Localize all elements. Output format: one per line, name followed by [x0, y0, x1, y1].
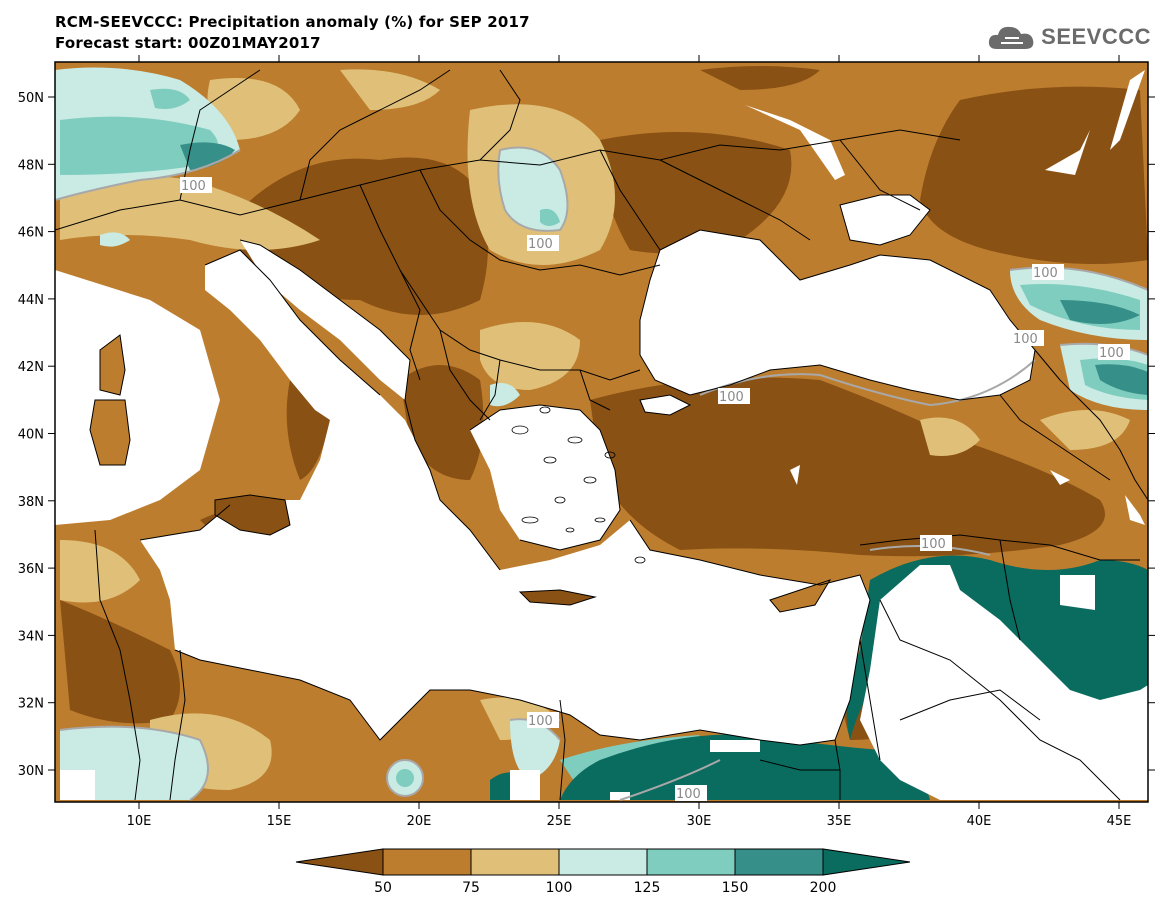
- country-borders: [55, 69, 1148, 801]
- colorbar-label: 200: [810, 880, 837, 896]
- colorbar-segment: [382, 848, 472, 876]
- islands: [90, 335, 830, 612]
- lon-label: 10E: [127, 814, 152, 829]
- longitude-axis: 10E 15E 20E 25E 30E 35E 40E 45E: [127, 55, 1132, 829]
- contour-label: 100: [1013, 332, 1038, 347]
- masked-areas: [60, 70, 1148, 800]
- colorbar-label: 100: [546, 880, 573, 896]
- seevccc-logo: SEEVCCC: [987, 22, 1151, 52]
- lat-label: 44N: [18, 293, 44, 308]
- cloud-icon: [989, 26, 1034, 49]
- lat-label: 46N: [18, 226, 44, 241]
- contour-label: 100: [1033, 266, 1058, 281]
- lat-label: 42N: [18, 360, 44, 375]
- colorbar-arrow-right: [822, 848, 911, 876]
- lat-label: 32N: [18, 697, 44, 712]
- contour-label: 100: [719, 390, 744, 405]
- lat-label: 50N: [18, 91, 44, 106]
- coastlines: [89, 194, 1036, 746]
- colorbar-label: 50: [374, 880, 392, 896]
- lon-label: 45E: [1107, 814, 1132, 829]
- latitude-axis: 50N 48N 46N 44N 42N 40N 38N 36N 34N 32N 30N: [18, 91, 1155, 779]
- colorbar-label: 125: [634, 880, 661, 896]
- lon-label: 30E: [687, 814, 712, 829]
- lon-label: 20E: [407, 814, 432, 829]
- field-very-wet: [180, 142, 1148, 395]
- contour-100-lines: [55, 146, 1148, 801]
- aegean-islands: [511, 406, 646, 564]
- contour-label: 100: [528, 714, 553, 729]
- lon-label: 15E: [267, 814, 292, 829]
- lat-label: 34N: [18, 629, 44, 644]
- lon-label: 25E: [547, 814, 572, 829]
- sea-areas: [55, 195, 1035, 745]
- contour-label: 100: [181, 179, 206, 194]
- colorbar-label: 150: [722, 880, 749, 896]
- logo-text: SEEVCCC: [1041, 24, 1151, 49]
- forecast-start-label: Forecast start: 00Z01MAY2017: [55, 34, 321, 52]
- contour-label: 100: [528, 237, 553, 252]
- lat-label: 30N: [18, 764, 44, 779]
- lon-label: 35E: [827, 814, 852, 829]
- colorbar-label: 75: [462, 880, 480, 896]
- colorbar-segment: [470, 848, 560, 876]
- colorbar: 50 75 100 125 150 200: [295, 848, 911, 896]
- lat-label: 36N: [18, 562, 44, 577]
- contour-label: 100: [921, 537, 946, 552]
- lon-label: 40E: [967, 814, 992, 829]
- lat-label: 38N: [18, 495, 44, 510]
- colorbar-arrow-left: [295, 848, 384, 876]
- colorbar-segment: [646, 848, 736, 876]
- contour-label: 100: [676, 787, 701, 802]
- lat-label: 40N: [18, 428, 44, 443]
- map-fields: [55, 62, 1148, 802]
- contour-label: 100: [1099, 346, 1124, 361]
- lat-label: 48N: [18, 158, 44, 173]
- map-frame: [54, 61, 1149, 803]
- colorbar-segment: [734, 848, 824, 876]
- map-title: RCM-SEEVCCC: Precipitation anomaly (%) f…: [55, 13, 530, 31]
- colorbar-segment: [558, 848, 648, 876]
- contour-labels: 100 100 100 100 100 100 100 100 100: [180, 177, 1130, 802]
